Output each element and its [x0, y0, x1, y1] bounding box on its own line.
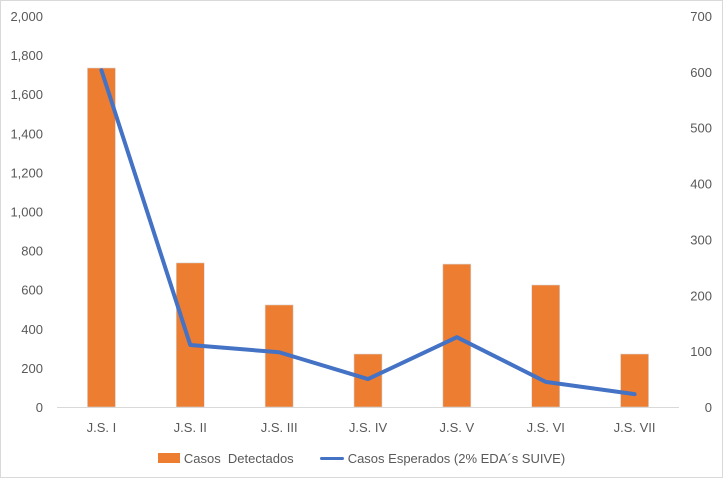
x-tick-label: J.S. VI	[527, 420, 565, 435]
left-tick-label: 1,800	[10, 48, 43, 63]
right-tick-label: 0	[705, 400, 712, 415]
left-tick-label: 400	[21, 322, 43, 337]
right-tick-label: 500	[690, 121, 712, 136]
legend-label-line: Casos Esperados (2% EDA´s SUIVE)	[347, 450, 566, 466]
x-tick-label: J.S. VII	[614, 420, 656, 435]
right-tick-label: 100	[690, 344, 712, 359]
legend-swatch-bar	[157, 453, 180, 463]
right-tick-label: 200	[690, 288, 712, 303]
bar-series	[87, 67, 649, 408]
legend: Casos Detectados Casos Esperados (2% EDA…	[0, 448, 723, 468]
legend-item-bars[interactable]: Casos Detectados	[157, 450, 294, 466]
x-tick-label: J.S. V	[440, 420, 475, 435]
bar[interactable]	[175, 262, 205, 408]
x-tick-label: J.S. III	[261, 420, 298, 435]
bar[interactable]	[531, 284, 561, 408]
right-axis: 0 100 200 300 400 500 600 700	[690, 9, 712, 415]
left-tick-label: 200	[21, 361, 43, 376]
left-tick-label: 600	[21, 283, 43, 298]
x-tick-label: J.S. IV	[349, 420, 388, 435]
line-series	[99, 68, 637, 397]
left-tick-label: 1,000	[10, 205, 43, 220]
left-tick-label: 0	[36, 400, 43, 415]
left-tick-label: 1,400	[10, 126, 43, 141]
bar[interactable]	[87, 67, 116, 408]
right-tick-label: 600	[690, 65, 712, 80]
legend-swatch-line	[319, 456, 344, 460]
left-tick-label: 1,200	[10, 165, 43, 180]
x-tick-label: J.S. I	[87, 420, 117, 435]
bar[interactable]	[620, 353, 649, 408]
right-tick-label: 300	[690, 232, 712, 247]
left-tick-label: 1,600	[10, 87, 43, 102]
left-tick-label: 800	[21, 244, 43, 259]
left-tick-label: 2,000	[10, 9, 43, 24]
legend-item-line[interactable]: Casos Esperados (2% EDA´s SUIVE)	[319, 450, 566, 466]
left-axis: 0 200 400 600 800 1,000 1,200 1,400 1,600 1,800 2,…	[10, 9, 43, 415]
right-tick-label: 700	[690, 9, 712, 24]
x-tick-label: J.S. II	[174, 420, 207, 435]
legend-label-bars: Casos Detectados	[183, 450, 294, 466]
right-tick-label: 400	[690, 177, 712, 192]
x-axis-labels: J.S. I J.S. II J.S. III J.S. IV J.S. V J.S. V…	[87, 420, 656, 435]
